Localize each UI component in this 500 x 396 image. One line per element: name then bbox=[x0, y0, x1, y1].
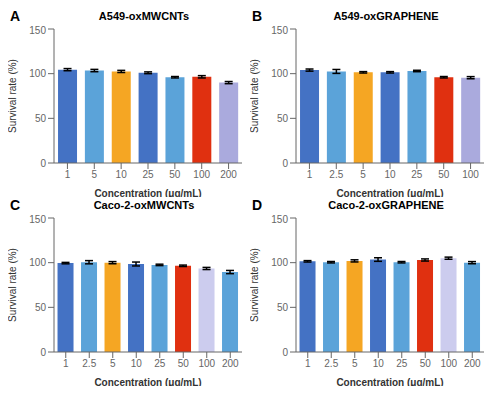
svg-text:150: 150 bbox=[271, 214, 288, 225]
svg-text:25: 25 bbox=[154, 358, 166, 369]
svg-text:2.5: 2.5 bbox=[324, 358, 338, 369]
svg-text:50: 50 bbox=[277, 113, 289, 124]
svg-text:0: 0 bbox=[282, 158, 288, 169]
svg-text:100: 100 bbox=[440, 358, 457, 369]
svg-text:100: 100 bbox=[462, 169, 479, 180]
svg-text:Concentration (μg/mL): Concentration (μg/mL) bbox=[336, 188, 443, 197]
svg-text:2.5: 2.5 bbox=[82, 358, 96, 369]
svg-text:100: 100 bbox=[193, 169, 210, 180]
svg-text:100: 100 bbox=[198, 358, 215, 369]
html-text:B: B bbox=[252, 8, 263, 24]
svg-text:0: 0 bbox=[40, 347, 46, 358]
html-text:C: C bbox=[10, 197, 21, 213]
svg-text:150: 150 bbox=[271, 25, 288, 36]
svg-text:5: 5 bbox=[92, 169, 98, 180]
svg-text:1: 1 bbox=[307, 169, 313, 180]
svg-text:10: 10 bbox=[131, 358, 143, 369]
svg-text:5: 5 bbox=[360, 169, 366, 180]
svg-text:5: 5 bbox=[352, 358, 358, 369]
svg-text:25: 25 bbox=[142, 169, 154, 180]
svg-text:50: 50 bbox=[420, 358, 432, 369]
svg-text:Concentration (μg/mL): Concentration (μg/mL) bbox=[94, 377, 201, 386]
html-text:Caco-2-oxGRAPHENE: Caco-2-oxGRAPHENE bbox=[328, 199, 444, 211]
svg-text:Survival rate (%): Survival rate (%) bbox=[8, 59, 18, 133]
svg-text:25: 25 bbox=[396, 358, 408, 369]
svg-text:1: 1 bbox=[65, 169, 71, 180]
svg-text:50: 50 bbox=[178, 358, 190, 369]
svg-text:25: 25 bbox=[411, 169, 423, 180]
svg-text:2.5: 2.5 bbox=[329, 169, 343, 180]
svg-text:150: 150 bbox=[29, 25, 46, 36]
svg-text:50: 50 bbox=[277, 302, 289, 313]
svg-text:1: 1 bbox=[63, 358, 69, 369]
svg-text:200: 200 bbox=[464, 358, 481, 369]
svg-text:0: 0 bbox=[40, 158, 46, 169]
svg-text:100: 100 bbox=[29, 68, 46, 79]
svg-text:100: 100 bbox=[271, 68, 288, 79]
svg-text:50: 50 bbox=[438, 169, 450, 180]
html-text:A: A bbox=[10, 8, 21, 24]
svg-text:50: 50 bbox=[35, 113, 47, 124]
svg-text:Concentration (μg/mL): Concentration (μg/mL) bbox=[336, 377, 443, 386]
svg-text:10: 10 bbox=[373, 358, 385, 369]
svg-text:50: 50 bbox=[35, 302, 47, 313]
svg-text:10: 10 bbox=[384, 169, 396, 180]
html-text:A549-oxGRAPHENE: A549-oxGRAPHENE bbox=[333, 10, 439, 22]
svg-text:100: 100 bbox=[271, 257, 288, 268]
svg-text:50: 50 bbox=[169, 169, 181, 180]
svg-text:Concentration (μg/mL): Concentration (μg/mL) bbox=[94, 188, 201, 197]
svg-text:200: 200 bbox=[220, 169, 237, 180]
html-text:D: D bbox=[252, 197, 263, 213]
svg-text:1: 1 bbox=[305, 358, 311, 369]
html-text:A549-oxMWCNTs: A549-oxMWCNTs bbox=[98, 10, 190, 22]
svg-text:150: 150 bbox=[29, 214, 46, 225]
svg-text:200: 200 bbox=[222, 358, 239, 369]
svg-text:10: 10 bbox=[116, 169, 128, 180]
svg-text:100: 100 bbox=[29, 257, 46, 268]
svg-text:0: 0 bbox=[282, 347, 288, 358]
svg-text:5: 5 bbox=[110, 358, 116, 369]
svg-text:Survival rate (%): Survival rate (%) bbox=[250, 59, 260, 133]
svg-text:Survival rate (%): Survival rate (%) bbox=[250, 248, 260, 322]
html-text:Caco-2-oxMWCNTs: Caco-2-oxMWCNTs bbox=[93, 199, 195, 211]
svg-text:Survival rate (%): Survival rate (%) bbox=[8, 248, 18, 322]
